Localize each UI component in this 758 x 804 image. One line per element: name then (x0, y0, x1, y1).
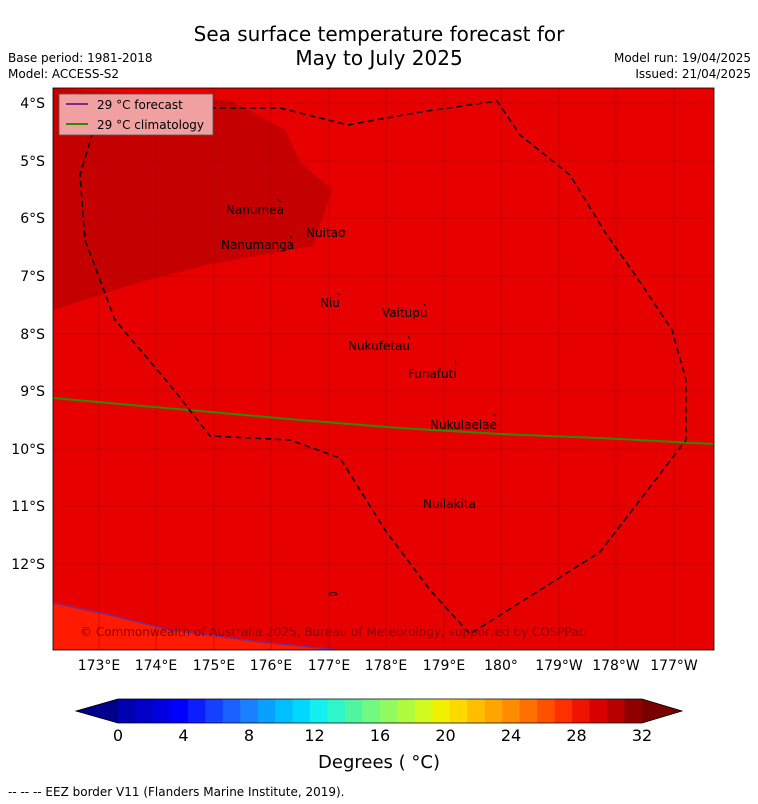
colorbar-tick-label: 0 (98, 726, 138, 745)
legend-climatology-label: 29 °C climatology (97, 118, 204, 132)
island-label-nanumea: Nanumea (226, 203, 284, 217)
colorbar-swatch (275, 699, 293, 723)
lon-tick-label: 179°W (535, 658, 583, 674)
island-label-nukulaelae: Nukulaelae (430, 418, 497, 432)
map-area: Nanumea Nuitao Nanumanga Niu Vaitupu Nuk… (53, 88, 714, 652)
island-label-nukufetau: Nukufetau (348, 339, 410, 353)
island-label-vaitupu: Vaitupu (382, 306, 428, 320)
colorbar-swatch (363, 699, 381, 723)
colorbar-swatch (153, 699, 171, 723)
island-label-niu: Niu (320, 296, 340, 310)
colorbar (76, 699, 682, 723)
legend-forecast-label: 29 °C forecast (97, 98, 183, 112)
colorbar-swatch (205, 699, 223, 723)
lat-tick-label: 12°S (11, 557, 45, 573)
island-label-nanumanga: Nanumanga (221, 238, 294, 252)
island-label-funafuti: Funafuti (408, 367, 457, 381)
eez-border-footnote: -- -- -- EEZ border V11 (Flanders Marine… (8, 785, 345, 799)
colorbar-swatch (537, 699, 555, 723)
colorbar-swatch (397, 699, 415, 723)
colorbar-tick-label: 12 (295, 726, 335, 745)
colorbar-swatch (450, 699, 468, 723)
colorbar-swatch (607, 699, 625, 723)
lat-tick-label: 7°S (20, 269, 45, 285)
colorbar-swatch (223, 699, 241, 723)
lon-tick-label: 180° (484, 658, 518, 674)
colorbar-tick-label: 4 (164, 726, 204, 745)
colorbar-tick-label: 32 (622, 726, 662, 745)
lat-tick-label: 6°S (20, 211, 45, 227)
latitude-axis: 4°S 5°S 6°S 7°S 8°S 9°S 10°S 11°S 12°S (11, 96, 45, 573)
lat-tick-label: 4°S (20, 96, 45, 112)
longitude-axis: 173°E 174°E 175°E 176°E 177°E 178°E 179°… (78, 658, 698, 674)
colorbar-swatch (485, 699, 503, 723)
colorbar-swatch (572, 699, 590, 723)
legend-box: 29 °C forecast 29 °C climatology (59, 94, 213, 135)
lon-tick-label: 174°E (135, 658, 178, 674)
lon-tick-label: 178°W (592, 658, 640, 674)
colorbar-tick-label: 20 (426, 726, 466, 745)
colorbar-swatch (625, 699, 643, 723)
colorbar-swatch (118, 699, 136, 723)
colorbar-swatch (135, 699, 153, 723)
colorbar-swatch (188, 699, 206, 723)
colorbar-tick-label: 8 (229, 726, 269, 745)
lon-tick-label: 178°E (365, 658, 408, 674)
colorbar-title: Degrees ( °C) (0, 752, 758, 773)
colorbar-swatch (293, 699, 311, 723)
lon-tick-label: 177°E (308, 658, 351, 674)
colorbar-swatch (467, 699, 485, 723)
colorbar-swatch (520, 699, 538, 723)
lon-tick-label: 176°E (250, 658, 293, 674)
lat-tick-label: 10°S (11, 442, 45, 458)
colorbar-swatch (590, 699, 608, 723)
colorbar-tick-label: 28 (557, 726, 597, 745)
colorbar-swatch (502, 699, 520, 723)
lat-tick-label: 8°S (20, 327, 45, 343)
lon-tick-label: 177°W (650, 658, 698, 674)
colorbar-swatch (432, 699, 450, 723)
colorbar-swatch (170, 699, 188, 723)
colorbar-swatch (555, 699, 573, 723)
lon-tick-label: 175°E (193, 658, 236, 674)
lon-tick-label: 179°E (423, 658, 466, 674)
colorbar-swatch (240, 699, 258, 723)
island-label-nuilakita: Nuilakita (423, 497, 476, 511)
copyright-text: © Commonwealth of Australia 2025, Bureau… (80, 625, 585, 639)
island-label-nuitao: Nuitao (306, 226, 345, 240)
colorbar-swatch (345, 699, 363, 723)
lat-tick-label: 11°S (11, 499, 45, 515)
colorbar-swatch (415, 699, 433, 723)
colorbar-swatch (258, 699, 276, 723)
colorbar-tick-label: 24 (491, 726, 531, 745)
lon-tick-label: 173°E (78, 658, 121, 674)
colorbar-low-extension (76, 699, 118, 723)
lat-tick-label: 5°S (20, 154, 45, 170)
colorbar-high-extension (642, 699, 682, 723)
lat-tick-label: 9°S (20, 384, 45, 400)
colorbar-swatch (328, 699, 346, 723)
colorbar-tick-label: 16 (360, 726, 400, 745)
colorbar-swatch (310, 699, 328, 723)
colorbar-swatch (380, 699, 398, 723)
